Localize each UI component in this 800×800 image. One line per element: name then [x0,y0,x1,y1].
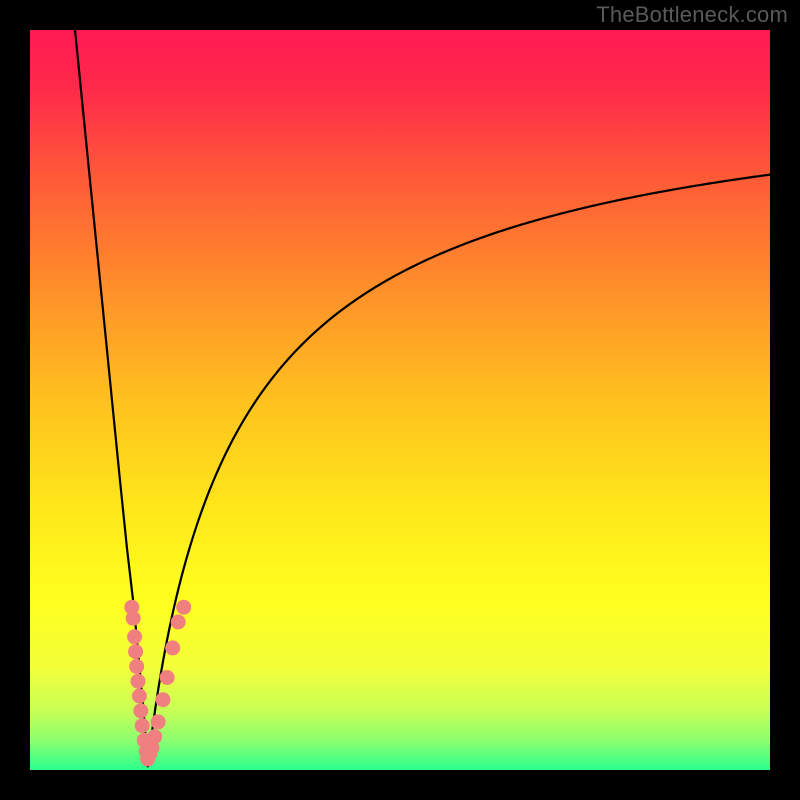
data-marker [127,629,142,644]
data-marker [135,718,150,733]
data-marker [171,615,186,630]
data-marker [151,714,166,729]
data-marker [165,640,180,655]
plot-svg [30,30,770,770]
data-marker [176,600,191,615]
data-marker [126,611,141,626]
data-marker [133,703,148,718]
watermark-text: TheBottleneck.com [596,2,788,28]
gradient-background [30,30,770,770]
chart-stage: TheBottleneck.com [0,0,800,800]
data-marker [147,729,162,744]
data-marker [131,674,146,689]
data-marker [129,659,144,674]
data-marker [160,670,175,685]
data-marker [155,692,170,707]
data-marker [132,689,147,704]
plot-area [30,30,770,770]
data-marker [128,644,143,659]
